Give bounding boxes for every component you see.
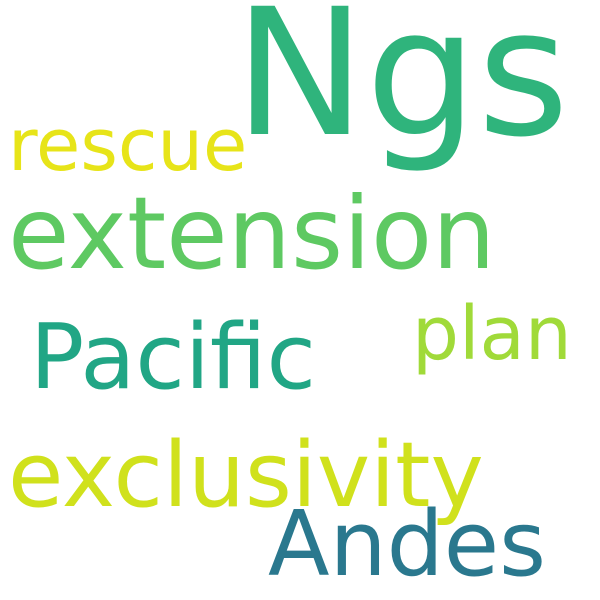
word-ngs: Ngs (234, 0, 570, 176)
word-exclusivity: exclusivity (8, 423, 484, 528)
word-extension: extension (8, 175, 496, 292)
word-rescue: rescue (8, 103, 248, 187)
word-plan: plan (412, 291, 572, 377)
word-andes: Andes (268, 492, 546, 597)
word-pacific: Pacific (30, 305, 317, 410)
